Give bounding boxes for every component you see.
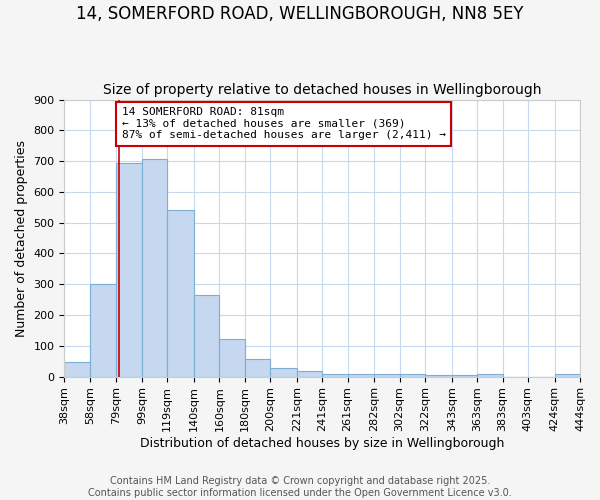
Bar [374, 374, 400, 376]
Title: Size of property relative to detached houses in Wellingborough: Size of property relative to detached ho… [103, 83, 541, 97]
Bar [322, 374, 347, 376]
Bar [347, 374, 374, 376]
Bar [220, 339, 245, 376]
Bar [554, 374, 580, 376]
Bar [194, 295, 220, 376]
Text: 14, SOMERFORD ROAD, WELLINGBOROUGH, NN8 5EY: 14, SOMERFORD ROAD, WELLINGBOROUGH, NN8 … [76, 5, 524, 23]
X-axis label: Distribution of detached houses by size in Wellingborough: Distribution of detached houses by size … [140, 437, 505, 450]
Bar [425, 375, 452, 376]
Bar [142, 160, 167, 376]
Bar [167, 210, 194, 376]
Bar [270, 368, 297, 376]
Bar [297, 371, 322, 376]
Bar [400, 374, 425, 376]
Bar [64, 362, 90, 376]
Bar [116, 164, 142, 376]
Text: Contains HM Land Registry data © Crown copyright and database right 2025.
Contai: Contains HM Land Registry data © Crown c… [88, 476, 512, 498]
Bar [477, 374, 503, 376]
Text: 14 SOMERFORD ROAD: 81sqm
← 13% of detached houses are smaller (369)
87% of semi-: 14 SOMERFORD ROAD: 81sqm ← 13% of detach… [122, 108, 446, 140]
Bar [452, 375, 477, 376]
Bar [90, 284, 116, 376]
Bar [245, 359, 270, 376]
Y-axis label: Number of detached properties: Number of detached properties [15, 140, 28, 336]
